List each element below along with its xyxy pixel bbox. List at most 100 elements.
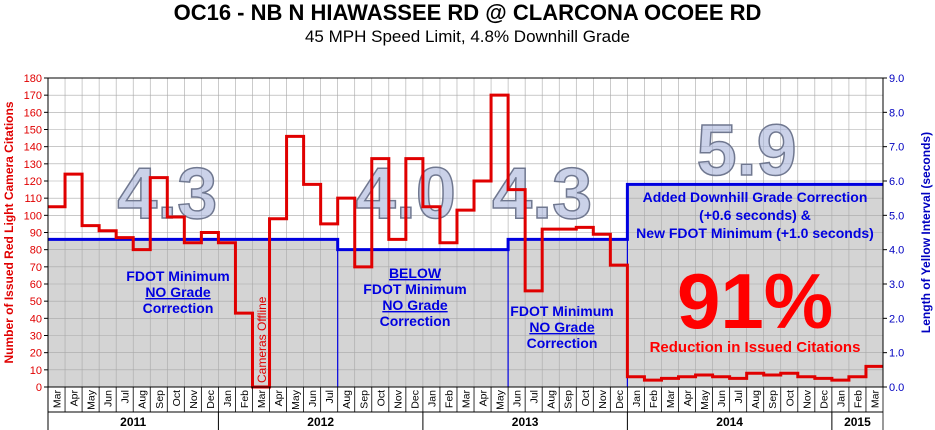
- left-tick-label: 170: [24, 90, 42, 102]
- month-label: Apr: [273, 390, 285, 407]
- reduction-caption: Reduction in Issued Citations: [650, 339, 861, 356]
- month-label: Jan: [835, 390, 847, 407]
- year-label: 2011: [120, 415, 146, 429]
- interval-big-label: 4.3: [492, 154, 592, 234]
- left-tick-label: 40: [30, 313, 42, 325]
- left-tick-label: 130: [24, 159, 42, 171]
- reduction-percent: 91%: [677, 257, 833, 345]
- right-tick-label: 4.0: [889, 245, 904, 257]
- right-tick-label: 5.0: [889, 210, 904, 222]
- yellow-interval-line: [48, 182, 883, 252]
- annotation-phase3: FDOT Minimum: [510, 303, 613, 319]
- month-label: Feb: [648, 390, 660, 408]
- month-label: Nov: [801, 389, 813, 408]
- month-label: Jun: [103, 390, 115, 407]
- month-label: Feb: [852, 390, 864, 408]
- month-label: May: [699, 389, 711, 410]
- interval-big-label: 5.9: [697, 111, 797, 191]
- month-label: Dec: [818, 390, 830, 409]
- month-label: Sep: [154, 390, 166, 409]
- month-label: Nov: [188, 389, 200, 408]
- month-label: Aug: [137, 390, 149, 409]
- month-label: Dec: [205, 390, 217, 409]
- right-tick-label: 1.0: [889, 348, 904, 360]
- month-label: Apr: [69, 390, 81, 407]
- year-label: 2014: [716, 415, 743, 429]
- month-label: Sep: [767, 390, 779, 409]
- left-tick-label: 120: [24, 176, 42, 188]
- year-label: 2015: [844, 415, 871, 429]
- chart-title: OC16 - NB N HIAWASSEE RD @ CLARCONA OCOE…: [173, 0, 762, 25]
- left-tick-label: 140: [24, 142, 42, 154]
- year-label: 2012: [307, 415, 334, 429]
- annotation-phase1: Correction: [143, 300, 214, 316]
- month-label: Oct: [375, 390, 387, 406]
- chart-subtitle: 45 MPH Speed Limit, 4.8% Downhill Grade: [304, 27, 631, 46]
- citations-line: [48, 93, 883, 389]
- month-label: Jul: [120, 390, 132, 403]
- cameras-offline-label: Cameras Offline: [255, 296, 269, 383]
- annotation-phase1: FDOT Minimum: [126, 268, 229, 284]
- annotation-phase4: Added Downhill Grade Correction: [643, 189, 868, 205]
- month-label: Jan: [426, 390, 438, 407]
- right-tick-label: 2.0: [889, 313, 904, 325]
- right-tick-label: 9.0: [889, 73, 904, 85]
- month-label: Mar: [665, 390, 677, 409]
- left-tick-label: 0: [36, 382, 42, 394]
- month-label: Jan: [631, 390, 643, 407]
- month-label: Oct: [784, 390, 796, 406]
- left-tick-label: 160: [24, 107, 42, 119]
- right-tick-label: 7.0: [889, 142, 904, 154]
- left-tick-label: 100: [24, 210, 42, 222]
- right-tick-label: 6.0: [889, 176, 904, 188]
- right-tick-label: 3.0: [889, 279, 904, 291]
- month-label: Nov: [392, 389, 404, 408]
- right-tick-label: 8.0: [889, 107, 904, 119]
- annotation-phase2: NO Grade: [382, 297, 448, 313]
- month-label: Sep: [358, 390, 370, 409]
- annotation-phase4: (+0.6 seconds) &: [699, 207, 811, 223]
- left-tick-label: 70: [30, 262, 42, 274]
- annotation-phase1: NO Grade: [145, 284, 211, 300]
- month-label: Mar: [869, 390, 881, 409]
- month-label: Mar: [256, 390, 268, 409]
- month-label: Aug: [750, 390, 762, 409]
- month-label: Nov: [597, 389, 609, 408]
- month-label: Jun: [307, 390, 319, 407]
- month-label: May: [86, 389, 98, 410]
- month-label: Dec: [409, 390, 421, 409]
- month-label: Aug: [341, 390, 353, 409]
- month-label: Oct: [171, 390, 183, 406]
- month-label: Jul: [529, 390, 541, 403]
- month-label: Apr: [682, 390, 694, 407]
- annotation-phase3: NO Grade: [529, 319, 595, 335]
- month-label: May: [290, 389, 302, 410]
- month-label: Aug: [546, 390, 558, 409]
- month-label: Dec: [614, 390, 626, 409]
- month-label: Apr: [478, 390, 490, 407]
- left-tick-label: 110: [24, 193, 42, 205]
- month-label: Feb: [239, 390, 251, 408]
- month-label: Jul: [733, 390, 745, 403]
- month-label: Feb: [443, 390, 455, 408]
- annotation-phase2: FDOT Minimum: [363, 281, 466, 297]
- annotation-phase4: New FDOT Minimum (+1.0 seconds): [636, 225, 874, 241]
- yellow-interval-area: [48, 184, 883, 387]
- year-label: 2013: [512, 415, 539, 429]
- month-label: Oct: [580, 390, 592, 406]
- left-tick-label: 180: [24, 73, 42, 85]
- left-tick-label: 20: [30, 348, 42, 360]
- left-tick-label: 50: [30, 296, 42, 308]
- month-label: Mar: [52, 390, 64, 409]
- month-label: Sep: [563, 390, 575, 409]
- left-tick-label: 10: [30, 365, 42, 377]
- left-tick-label: 80: [30, 245, 42, 257]
- left-axis-title: Number of Issued Red Light Camera Citati…: [2, 101, 16, 363]
- left-tick-label: 60: [30, 279, 42, 291]
- annotation-phase2: Correction: [380, 313, 451, 329]
- annotation-phase3: Correction: [527, 335, 598, 351]
- right-axis-title: Length of Yellow Interval (seconds): [919, 132, 933, 333]
- left-tick-label: 90: [30, 228, 42, 240]
- month-label: Jul: [324, 390, 336, 403]
